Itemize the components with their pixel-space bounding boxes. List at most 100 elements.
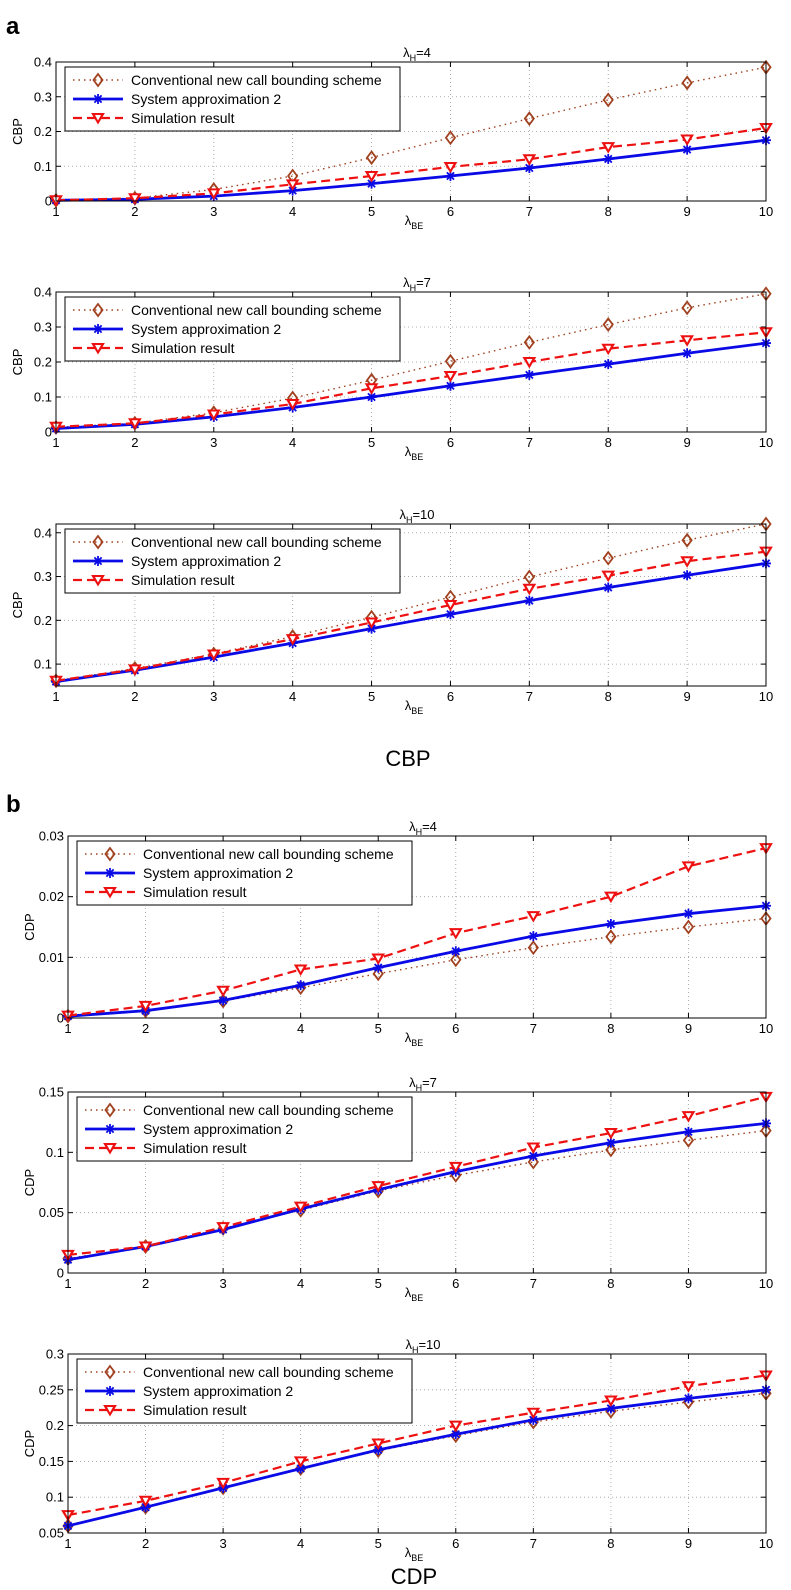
legend-label-1: Conventional new call bounding scheme (143, 846, 394, 862)
data-point-s3-inner (297, 1458, 304, 1464)
x-tick-label: 4 (297, 1276, 304, 1291)
x-axis-label: λBE (405, 213, 424, 231)
legend-marker-3-inner (107, 1407, 113, 1413)
x-tick-label: 5 (375, 1536, 382, 1551)
y-tick-label: 0.15 (39, 1085, 64, 1100)
data-point-s1 (602, 317, 614, 333)
x-tick-label: 10 (759, 689, 773, 704)
x-axis-label: λBE (405, 698, 424, 716)
x-axis-label: λBE (405, 1030, 424, 1048)
data-point-s3-inner (452, 1163, 459, 1170)
data-point-s3-inner (142, 1497, 149, 1504)
x-tick-label: 2 (142, 1021, 149, 1036)
data-point-s3-inner (607, 893, 614, 900)
data-point-s1 (681, 532, 693, 548)
legend: Conventional new call bounding scheme Sys… (76, 1096, 413, 1162)
data-point-s3-inner (220, 1479, 227, 1486)
legend-marker-3-inner (95, 577, 101, 583)
y-tick-label: 0.03 (39, 829, 64, 844)
chart-title: λH=7 (403, 275, 431, 293)
y-tick-label: 0.3 (34, 89, 52, 104)
y-axis-label: CBP (10, 118, 25, 145)
y-tick-label: 0.2 (34, 355, 52, 370)
x-tick-label: 8 (607, 1276, 614, 1291)
series-line-3 (55, 331, 767, 428)
data-point-s3-inner (447, 373, 454, 379)
x-tick-label: 3 (210, 689, 217, 704)
legend-label-3: Simulation result (143, 1140, 247, 1156)
x-tick-label: 2 (142, 1536, 149, 1551)
chart-title: λH=10 (399, 507, 434, 525)
data-point-s3-inner (605, 572, 612, 579)
y-tick-label: 0.2 (34, 124, 52, 139)
legend-label-3: Simulation result (131, 340, 235, 356)
data-point-s1 (681, 75, 693, 91)
legend-marker-1 (92, 534, 104, 550)
x-tick-label: 6 (452, 1021, 459, 1036)
data-point-s1 (602, 92, 614, 108)
data-point-s2 (603, 359, 614, 370)
legend-label-1: Conventional new call bounding scheme (131, 534, 382, 550)
data-point-s3-inner (289, 181, 296, 187)
panel-caption-cdp: CDP (391, 1564, 437, 1589)
data-point-s1 (681, 300, 693, 316)
series-line-2 (55, 341, 767, 430)
series-line-3 (67, 1374, 767, 1517)
data-point-s2 (605, 918, 616, 929)
y-axis-label: CDP (22, 913, 37, 940)
x-tick-label: 2 (142, 1276, 149, 1291)
data-point-s3-inner (685, 863, 692, 869)
legend-marker-1 (104, 846, 116, 862)
data-point-s3-inner (142, 1243, 149, 1249)
legend-marker-2 (93, 556, 103, 566)
series-line-2 (55, 138, 767, 202)
data-point-s3-inner (447, 602, 454, 608)
data-point-s3-inner (526, 359, 533, 365)
x-tick-label: 3 (219, 1536, 226, 1551)
legend: Conventional new call bounding scheme Sys… (64, 528, 401, 594)
y-tick-label: 0 (57, 1011, 64, 1026)
data-point-s3-inner (526, 156, 533, 162)
x-tick-label: 8 (607, 1536, 614, 1551)
y-tick-label: 0.3 (34, 569, 52, 584)
data-point-s3-inner (289, 636, 296, 642)
data-point-s2 (528, 931, 539, 942)
legend-label-2: System approximation 2 (131, 91, 281, 107)
data-point-s1 (365, 150, 378, 166)
legend-label-3: Simulation result (143, 1402, 247, 1418)
y-tick-label: 0.1 (46, 1145, 64, 1160)
x-tick-label: 8 (605, 689, 612, 704)
legend-label-3: Simulation result (131, 110, 235, 126)
data-point-s2 (524, 369, 535, 380)
x-tick-label: 7 (526, 435, 533, 450)
y-tick-label: 0.05 (39, 1205, 64, 1220)
legend: Conventional new call bounding scheme Sys… (64, 296, 401, 362)
series-line-2 (67, 1388, 767, 1528)
data-point-s3-inner (375, 955, 382, 962)
x-tick-label: 2 (131, 689, 138, 704)
legend-label-2: System approximation 2 (143, 1121, 293, 1137)
legend: Conventional new call bounding scheme Sys… (76, 1358, 413, 1424)
data-point-s3-inner (131, 666, 138, 672)
data-point-s1 (444, 130, 457, 146)
legend-marker-2 (105, 1124, 115, 1134)
axes-frame (67, 1091, 767, 1274)
data-point-s3-inner (375, 1440, 382, 1446)
x-tick-label: 8 (605, 435, 612, 450)
chart-title: λH=7 (409, 1075, 437, 1093)
x-tick-label: 6 (447, 435, 454, 450)
legend-label-1: Conventional new call bounding scheme (143, 1102, 394, 1118)
panel-letter-b: b (6, 791, 21, 818)
data-point-s3-inner (210, 651, 217, 657)
x-tick-label: 6 (447, 204, 454, 219)
data-point-s3-inner (530, 1144, 537, 1151)
data-point-s1 (450, 952, 462, 968)
x-tick-label: 3 (219, 1276, 226, 1291)
x-tick-label: 6 (447, 689, 454, 704)
data-point-s2 (683, 1126, 694, 1137)
x-tick-label: 1 (52, 689, 59, 704)
x-tick-label: 7 (526, 204, 533, 219)
x-tick-label: 9 (685, 1276, 692, 1291)
legend-label-2: System approximation 2 (143, 1383, 293, 1399)
